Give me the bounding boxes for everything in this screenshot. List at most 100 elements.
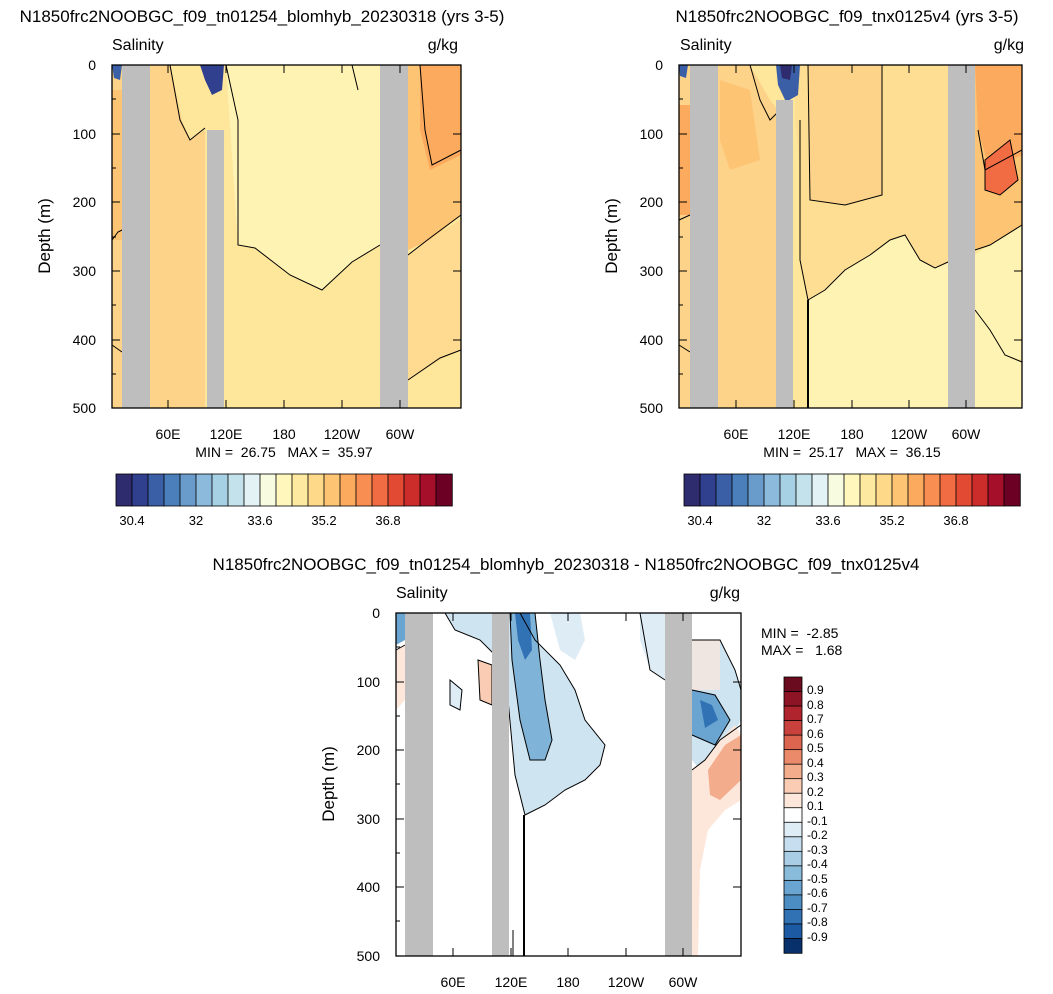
panel-3-colorbar-swatch: [783, 734, 803, 751]
panel-2-ytick: 200: [640, 194, 664, 210]
panel-1-ylabel: Depth (m): [35, 198, 54, 274]
panel-2-colorbar-swatch: [779, 473, 797, 507]
panel-3-cb-label: 0.7: [807, 712, 824, 726]
panel-3-title: N1850frc2NOOBGC_f09_tn01254_blomhyb_2023…: [213, 555, 920, 574]
panel-3-cb-label: -0.4: [807, 857, 828, 871]
panel-2-xtick: 120E: [778, 426, 811, 442]
panel-3-colorbar-swatch: [783, 705, 803, 722]
panel-2-cb-label: 35.2: [879, 513, 904, 528]
panel-3-cb-label: -0.7: [807, 901, 828, 915]
panel-2: N1850frc2NOOBGC_f09_tnx0125v4 (yrs 3-5) …: [602, 7, 1024, 528]
panel-3-plot-area: [395, 612, 742, 957]
panel-3-ytick: 500: [357, 948, 381, 964]
panel-3-colorbar-swatch: [783, 720, 803, 736]
panel-1-colorbar-swatch: [227, 473, 245, 507]
panel-2-colorbar-swatch: [923, 473, 941, 507]
panel-3-cb-label: -0.2: [807, 828, 828, 842]
panel-1-ytick: 500: [73, 400, 97, 416]
panel-1-ytick: 400: [73, 332, 97, 348]
panel-3: N1850frc2NOOBGC_f09_tn01254_blomhyb_2023…: [213, 555, 920, 990]
panel-1-colorbar-swatch: [131, 473, 149, 507]
panel-3-ytick: 100: [357, 674, 381, 690]
panel-1-colorbar-swatch: [259, 473, 277, 507]
panel-2-colorbar-swatch: [811, 473, 829, 507]
panel-2-cb-label: 33.6: [815, 513, 840, 528]
panel-2-xtick: 60W: [952, 426, 982, 442]
panel-3-ytick: 200: [357, 742, 381, 758]
panel-3-colorbar-swatch: [783, 938, 803, 954]
panel-1-colorbar-swatch: [371, 473, 389, 507]
panel-1-colorbar-swatch: [307, 473, 325, 507]
panel-1-colorbar-swatch: [243, 473, 261, 507]
panel-2-ytick: 500: [640, 400, 664, 416]
panel-3-cb-label: 0.9: [807, 683, 824, 697]
panel-3-colorbar-swatch: [783, 894, 803, 911]
panel-1-colorbar-swatch: [179, 473, 197, 507]
panel-1-colorbar-swatch: [403, 473, 421, 507]
panel-2-title: N1850frc2NOOBGC_f09_tnx0125v4 (yrs 3-5): [676, 7, 1019, 26]
panel-1-colorbar-swatch: [211, 473, 229, 507]
panel-1-colorbar-swatch: [435, 473, 453, 507]
panel-3-cb-label: -0.5: [807, 872, 828, 886]
panel-2-colorbar-swatch: [987, 473, 1005, 507]
panel-1-left-label: Salinity: [112, 37, 164, 54]
panel-1-ytick: 200: [73, 194, 97, 210]
panel-1-colorbar-swatch: [291, 473, 309, 507]
panel-2-colorbar: [683, 473, 1021, 507]
panel-2-colorbar-swatch: [731, 473, 749, 507]
panel-1-cb-label: 32: [189, 513, 203, 528]
panel-3-colorbar-swatch: [783, 923, 803, 940]
panel-3-cb-label: 0.8: [807, 698, 824, 712]
panel-3-colorbar-swatch: [783, 676, 803, 693]
panel-2-colorbar-swatch: [843, 473, 861, 507]
panel-2-cb-label: 30.4: [687, 513, 712, 528]
panel-3-colorbar-swatch: [783, 865, 803, 882]
panel-2-plot-area: [678, 64, 1023, 409]
panel-2-left-label: Salinity: [680, 37, 732, 54]
panel-1-ytick: 100: [73, 126, 97, 142]
panel-2-colorbar-swatch: [763, 473, 781, 507]
panel-1-colorbar-swatch: [339, 473, 357, 507]
panel-1-xtick: 60W: [386, 426, 416, 442]
panel-2-colorbar-swatch: [747, 473, 765, 507]
panel-2-colorbar-swatch: [699, 473, 717, 507]
panel-3-cb-label: 0.3: [807, 770, 824, 784]
panel-1-cb-label: 36.8: [375, 513, 400, 528]
panel-1-xtick: 180: [272, 426, 296, 442]
panel-3-colorbar-swatch: [783, 879, 803, 896]
panel-3-colorbar-labels: 0.9 0.8 0.7 0.6 0.5 0.4 0.3 0.2 0.1 -0.1…: [807, 683, 828, 944]
panel-3-xtick: 120E: [495, 974, 528, 990]
panel-1-title: N1850frc2NOOBGC_f09_tn01254_blomhyb_2023…: [20, 7, 505, 26]
panel-1-y-ticks: 0 100 200 300 400 500: [73, 57, 461, 416]
panel-2-colorbar-labels: 30.4 32 33.6 35.2 36.8: [687, 513, 968, 528]
panel-2-ytick: 300: [640, 263, 664, 279]
panel-3-cb-label: -0.8: [807, 915, 828, 929]
panel-3-cb-label: 0.4: [807, 756, 824, 770]
panel-3-stats-min: MIN = -2.85: [761, 625, 839, 641]
panel-3-xtick: 60E: [441, 974, 466, 990]
panel-3-colorbar-swatch: [783, 807, 803, 823]
panel-1-ytick: 300: [73, 263, 97, 279]
panel-2-colorbar-swatch: [859, 473, 877, 507]
panel-3-cb-label: 0.1: [807, 799, 824, 813]
panel-2-y-ticks: 0 100 200 300 400 500: [640, 57, 1022, 416]
panel-1-cb-label: 33.6: [247, 513, 272, 528]
panel-2-colorbar-swatch: [683, 473, 701, 507]
panel-2-colorbar-swatch: [715, 473, 733, 507]
panel-1-cb-label: 30.4: [119, 513, 144, 528]
panel-2-colorbar-swatch: [939, 473, 957, 507]
panel-3-colorbar-swatch: [783, 763, 803, 780]
panel-1-colorbar: [115, 473, 453, 507]
panel-1-colorbar-swatch: [163, 473, 181, 507]
panel-3-stats-max: MAX = 1.68: [761, 642, 843, 658]
panel-1-colorbar-labels: 30.4 32 33.6 35.2 36.8: [119, 513, 400, 528]
panel-2-x-ticks: 60E 120E 180 120W 60W: [724, 65, 982, 442]
panel-3-colorbar: [783, 676, 803, 954]
panel-1-colorbar-swatch: [195, 473, 213, 507]
panel-2-xtick: 180: [840, 426, 864, 442]
panel-1-xtick: 120E: [210, 426, 243, 442]
panel-2-colorbar-swatch: [891, 473, 909, 507]
panel-2-colorbar-swatch: [955, 473, 973, 507]
panel-1: N1850frc2NOOBGC_f09_tn01254_blomhyb_2023…: [20, 7, 505, 528]
